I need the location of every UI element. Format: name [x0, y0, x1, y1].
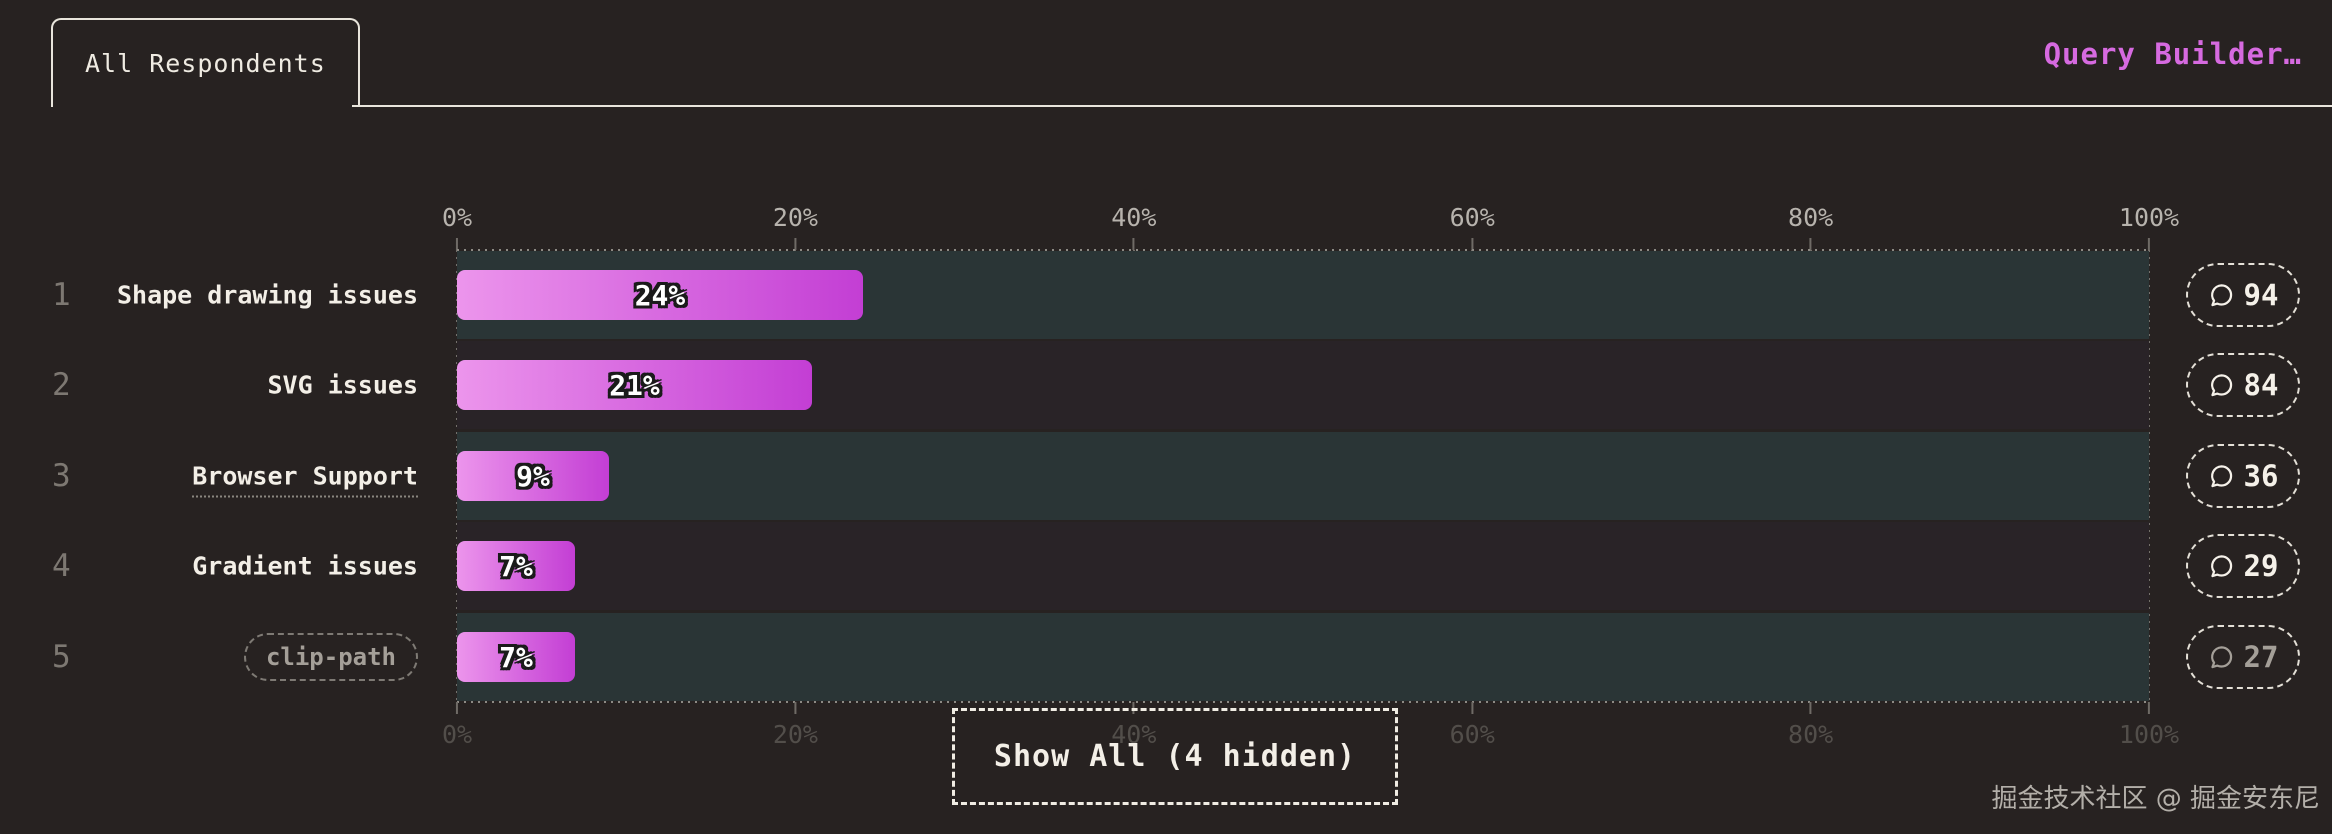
speech-bubble-icon	[2210, 645, 2232, 668]
row-label[interactable]: SVG issues	[267, 370, 418, 400]
tab-label: All Respondents	[85, 49, 326, 78]
comments-count: 27	[2243, 640, 2279, 674]
comments-count: 84	[2243, 368, 2279, 402]
bar[interactable]: 7%	[457, 632, 575, 682]
bar-value-label: 9%	[516, 459, 550, 493]
row-label[interactable]: Shape drawing issues	[116, 280, 418, 310]
row-label-wrap: Browser Support	[0, 461, 418, 498]
axis-tick-label: 80%	[1788, 203, 1833, 250]
axis-tick-label: 80%	[1788, 702, 1833, 749]
x-axis-top: 0% 20% 40% 60% 80% 100%	[442, 203, 2179, 250]
show-all-button[interactable]: Show All (4 hidden)	[952, 708, 1398, 805]
comments-count: 29	[2243, 549, 2279, 583]
speech-bubble-icon	[2210, 464, 2232, 487]
row-label[interactable]: Gradient issues	[192, 551, 418, 581]
row-label-wrap: Gradient issues	[0, 552, 418, 581]
plot-top-border	[457, 249, 2149, 251]
table-row: 3 Browser Support 9% 36	[0, 431, 2332, 521]
bar-value-label: 21%	[609, 368, 660, 402]
speech-bubble-icon	[2210, 283, 2232, 306]
bar-value-label: 7%	[499, 549, 533, 583]
table-row: 1 Shape drawing issues 24% 94	[0, 250, 2332, 340]
bar[interactable]: 21%	[457, 360, 812, 410]
bar-value-label: 24%	[634, 278, 686, 312]
axis-tick-label: 40%	[1111, 702, 1156, 749]
row-rank: 2	[52, 367, 71, 403]
row-rank: 3	[52, 458, 71, 494]
header-divider	[352, 105, 2332, 107]
watermark-text: 掘金技术社区 @ 掘金安东尼	[1991, 784, 2320, 814]
x-axis-bottom: 0% 20% 40% 60% 80% 100%	[442, 702, 2179, 752]
axis-tick-label: 60%	[1450, 203, 1495, 250]
row-label[interactable]: Browser Support	[192, 461, 418, 498]
comments-badge[interactable]: 36	[2186, 444, 2300, 508]
bar[interactable]: 7%	[457, 541, 575, 591]
comments-badge[interactable]: 27	[2186, 625, 2300, 689]
tab-all-respondents[interactable]: All Respondents	[51, 18, 360, 107]
axis-tick-label: 20%	[773, 702, 818, 749]
row-label-wrap: SVG issues	[0, 371, 418, 400]
speech-bubble-icon	[2210, 373, 2232, 396]
plot-bottom-border	[457, 701, 2149, 703]
bar[interactable]: 24%	[457, 270, 863, 320]
header: All Respondents Query Builder…	[0, 0, 2332, 107]
axis-tick-label: 0%	[442, 702, 472, 749]
query-builder-link[interactable]: Query Builder…	[2043, 36, 2302, 71]
row-rank: 4	[52, 548, 71, 584]
axis-tick-label: 60%	[1450, 702, 1495, 749]
axis-tick-label: 0%	[442, 203, 472, 250]
bar[interactable]: 9%	[457, 451, 609, 501]
row-rank: 1	[52, 277, 71, 313]
axis-tick-label: 40%	[1111, 203, 1156, 250]
gridline	[2148, 250, 2150, 702]
table-row: 4 Gradient issues 7% 29	[0, 521, 2332, 611]
bar-value-label: 7%	[499, 640, 533, 674]
axis-tick-label: 100%	[2119, 702, 2179, 749]
row-label-wrap: clip-path	[0, 633, 418, 681]
comments-count: 36	[2243, 459, 2279, 493]
comments-badge[interactable]: 29	[2186, 534, 2300, 598]
comments-badge[interactable]: 94	[2186, 263, 2300, 327]
speech-bubble-icon	[2210, 554, 2232, 577]
comments-badge[interactable]: 84	[2186, 353, 2300, 417]
comments-count: 94	[2243, 278, 2279, 312]
axis-tick-label: 100%	[2119, 203, 2179, 250]
axis-tick-label: 20%	[773, 203, 818, 250]
row-rank: 5	[52, 639, 71, 675]
row-background-strip	[457, 613, 2149, 701]
row-label[interactable]: clip-path	[243, 633, 418, 681]
row-background-strip	[457, 522, 2149, 610]
row-label-wrap: Shape drawing issues	[0, 281, 418, 310]
table-row: 2 SVG issues 21% 84	[0, 340, 2332, 430]
table-row: 5 clip-path 7% 27	[0, 612, 2332, 702]
row-background-strip	[457, 432, 2149, 520]
